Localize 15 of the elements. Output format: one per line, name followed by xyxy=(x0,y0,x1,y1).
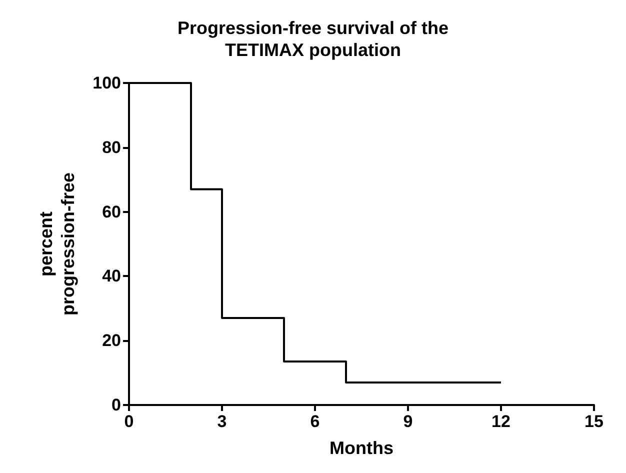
x-tick-label: 3 xyxy=(217,412,227,431)
y-tick-label: 60 xyxy=(102,202,121,222)
y-tick-label: 40 xyxy=(102,266,121,286)
y-tick-label: 20 xyxy=(102,331,121,350)
x-tick-label: 0 xyxy=(124,412,134,431)
y-axis-title: percent progression-free xyxy=(36,172,78,316)
x-tick-label: 15 xyxy=(584,412,604,431)
y-tick-label: 0 xyxy=(112,396,121,414)
x-tick-label: 9 xyxy=(403,412,413,431)
x-tick-label: 6 xyxy=(310,412,320,431)
y-tick-label: 100 xyxy=(92,74,121,92)
chart-title: Progression-free survival of the TETIMAX population xyxy=(177,18,449,60)
x-tick-label: 12 xyxy=(492,412,510,431)
y-tick-label: 80 xyxy=(102,138,121,157)
x-axis-title: Months xyxy=(330,438,394,458)
